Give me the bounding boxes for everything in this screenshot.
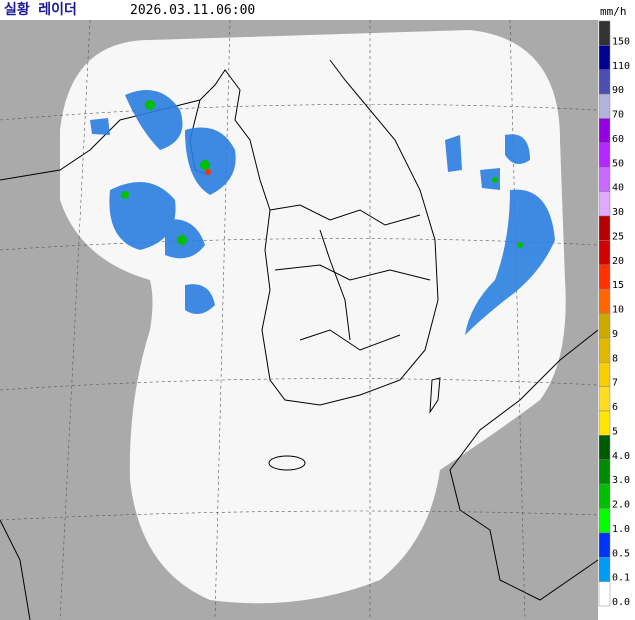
legend-swatch bbox=[598, 386, 611, 412]
legend-label: 8 bbox=[612, 353, 618, 364]
legend-label: 70 bbox=[612, 110, 624, 121]
legend-label: 90 bbox=[612, 85, 624, 96]
legend-label: 25 bbox=[612, 231, 624, 242]
legend-swatch bbox=[598, 264, 611, 290]
title: 실황 레이더 bbox=[4, 1, 77, 18]
legend-swatch bbox=[598, 532, 611, 558]
legend-swatch bbox=[598, 45, 611, 70]
legend-swatch bbox=[598, 508, 611, 534]
legend-swatch bbox=[598, 313, 611, 339]
legend-label: 0.0 bbox=[612, 597, 630, 608]
legend-swatch bbox=[598, 240, 611, 265]
legend: 150 110 90 70 60 50 40 30 25 20 15 10 9 8 7 6 5 4.0 3.0 2.0… bbox=[598, 20, 630, 608]
unit: mm/h bbox=[600, 5, 627, 18]
legend-label: 4.0 bbox=[612, 451, 630, 462]
legend-swatch bbox=[598, 191, 611, 217]
legend-swatch bbox=[598, 167, 611, 192]
legend-label: 2.0 bbox=[612, 500, 630, 511]
legend-label: 0.5 bbox=[612, 548, 630, 559]
legend-label: 0.1 bbox=[612, 573, 630, 584]
legend-label: 7 bbox=[612, 378, 618, 389]
legend-label: 150 bbox=[612, 36, 630, 47]
timestamp: 2026.03.11.06:00 bbox=[130, 3, 255, 18]
legend-label: 3.0 bbox=[612, 475, 630, 486]
legend-label: 60 bbox=[612, 134, 624, 145]
legend-swatch bbox=[598, 459, 611, 485]
legend-label: 50 bbox=[612, 158, 624, 169]
legend-swatch bbox=[598, 142, 611, 168]
legend-swatch bbox=[598, 20, 611, 46]
legend-swatch bbox=[598, 483, 611, 509]
legend-swatch bbox=[598, 93, 611, 119]
legend-swatch bbox=[598, 557, 611, 582]
legend-label: 9 bbox=[612, 329, 618, 340]
legend-label: 40 bbox=[612, 183, 624, 194]
legend-label: 15 bbox=[612, 280, 624, 291]
legend-swatch bbox=[598, 337, 611, 363]
legend-label: 6 bbox=[612, 402, 618, 413]
legend-label: 10 bbox=[612, 305, 624, 316]
legend-swatch bbox=[598, 215, 611, 241]
legend-swatch bbox=[598, 581, 611, 607]
legend-swatch bbox=[598, 410, 611, 436]
legend-label: 5 bbox=[612, 426, 618, 437]
legend-label: 30 bbox=[612, 207, 624, 218]
map bbox=[0, 19, 599, 620]
legend-label: 20 bbox=[612, 256, 624, 267]
legend-swatch bbox=[598, 118, 611, 144]
legend-label: 1.0 bbox=[612, 524, 630, 535]
legend-swatch bbox=[598, 69, 611, 95]
legend-label: 110 bbox=[612, 61, 630, 72]
legend-swatch bbox=[598, 362, 611, 387]
legend-swatch bbox=[598, 288, 611, 314]
legend-swatch bbox=[598, 435, 611, 460]
